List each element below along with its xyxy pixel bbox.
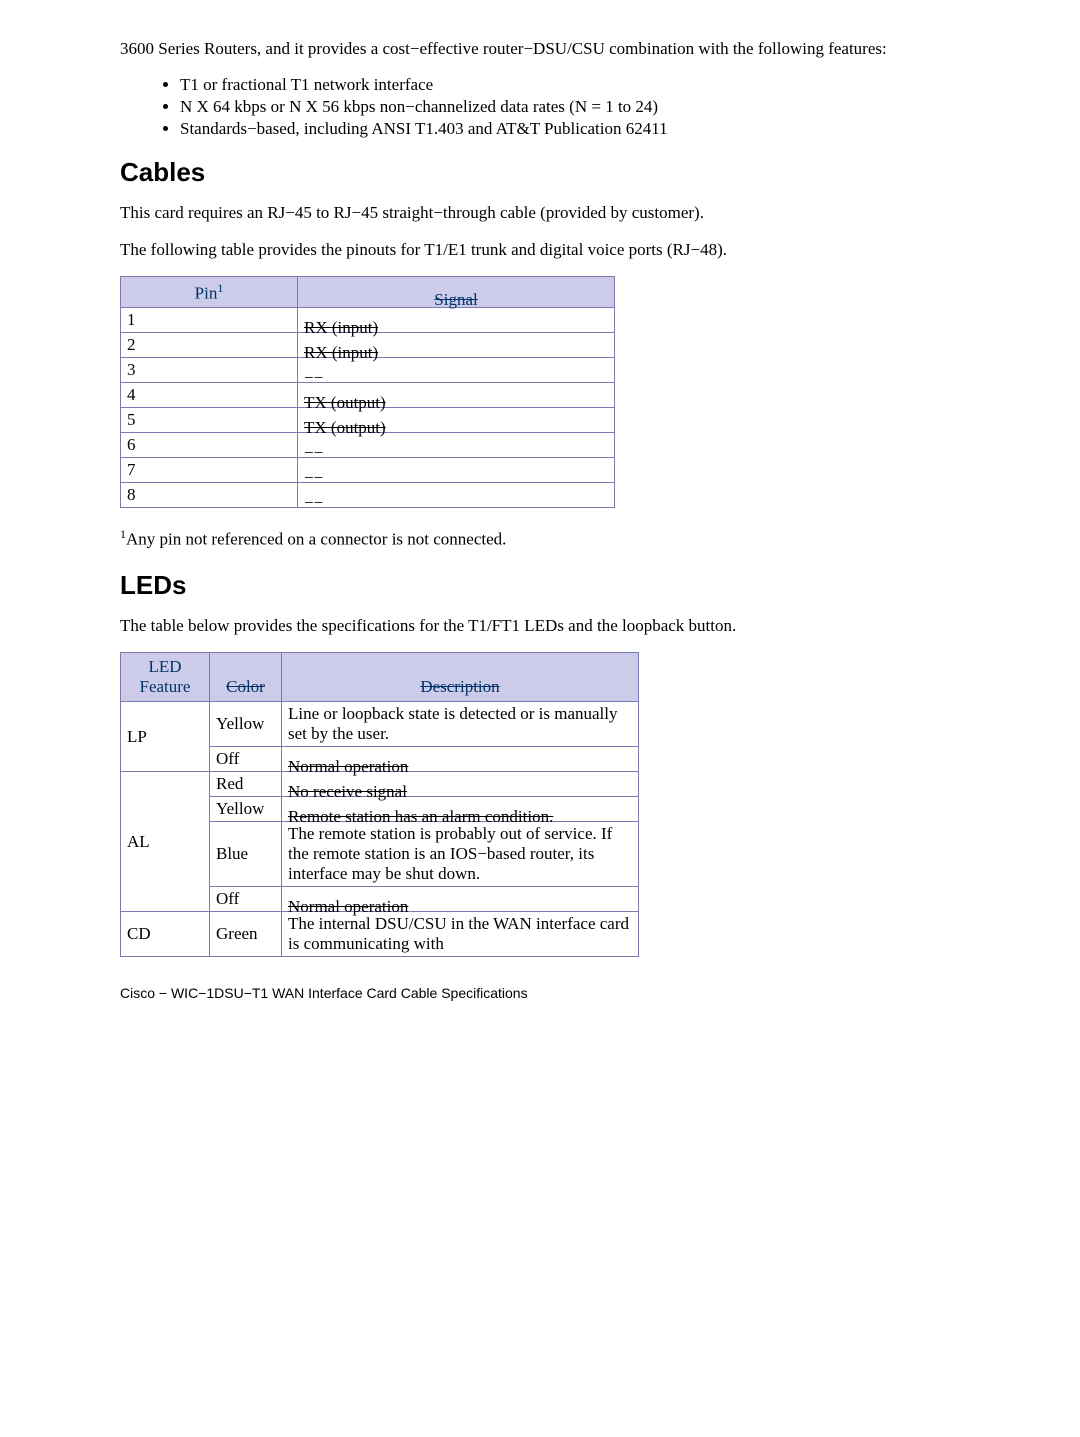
list-item: Standards−based, including ANSI T1.403 a… — [180, 119, 960, 139]
led-feature-cell: AL — [121, 772, 210, 912]
list-item: T1 or fractional T1 network interface — [180, 75, 960, 95]
table-row: 8−− — [121, 483, 615, 508]
cables-p2: The following table provides the pinouts… — [120, 239, 960, 262]
pin-cell: 1 — [121, 308, 298, 333]
feature-list: T1 or fractional T1 network interface N … — [120, 75, 960, 139]
led-feature-cell: CD — [121, 912, 210, 957]
led-desc-cell: The remote station is probably out of se… — [282, 822, 639, 887]
led-feature-header-a: LED — [148, 657, 181, 676]
pin-header-label: Pin — [195, 283, 218, 302]
led-feature-cell: LP — [121, 702, 210, 772]
intro-paragraph: 3600 Series Routers, and it provides a c… — [120, 38, 960, 61]
signal-cell: RX (input) — [298, 308, 615, 333]
led-desc-header-label: Description — [420, 677, 499, 696]
table-header-row: Pin1 Signal — [121, 276, 615, 308]
led-table: LED Feature Color Description LPYellowLi… — [120, 652, 639, 957]
table-row: 4TX (output) — [121, 383, 615, 408]
cables-heading: Cables — [120, 157, 960, 188]
signal-header: Signal — [298, 276, 615, 308]
led-color-cell: Off — [210, 747, 282, 772]
led-color-header-label: Color — [226, 677, 265, 696]
led-desc-header: Description — [282, 653, 639, 702]
led-color-cell: Yellow — [210, 797, 282, 822]
page-footer: Cisco − WIC−1DSU−T1 WAN Interface Card C… — [120, 985, 960, 1001]
pinout-table: Pin1 Signal 1RX (input)2RX (input)3−−4TX… — [120, 276, 615, 509]
pinout-footnote: 1Any pin not referenced on a connector i… — [120, 526, 960, 552]
led-color-cell: Off — [210, 887, 282, 912]
cables-p1: This card requires an RJ−45 to RJ−45 str… — [120, 202, 960, 225]
led-feature-header: LED Feature — [121, 653, 210, 702]
table-row: 1RX (input) — [121, 308, 615, 333]
led-desc-cell: Normal operation — [282, 887, 639, 912]
led-desc-cell: The internal DSU/CSU in the WAN interfac… — [282, 912, 639, 957]
signal-cell: −− — [298, 483, 615, 508]
led-color-cell: Yellow — [210, 702, 282, 747]
led-color-cell: Red — [210, 772, 282, 797]
pin-cell: 2 — [121, 333, 298, 358]
led-color-cell: Blue — [210, 822, 282, 887]
pin-header: Pin1 — [121, 276, 298, 308]
led-color-cell: Green — [210, 912, 282, 957]
footnote-text: Any pin not referenced on a connector is… — [126, 530, 506, 549]
pin-header-sup: 1 — [217, 281, 223, 295]
led-desc-cell: Line or loopback state is detected or is… — [282, 702, 639, 747]
leds-heading: LEDs — [120, 570, 960, 601]
pin-cell: 3 — [121, 358, 298, 383]
signal-cell: −− — [298, 458, 615, 483]
signal-header-label: Signal — [434, 290, 477, 309]
pin-cell: 7 — [121, 458, 298, 483]
pin-cell: 4 — [121, 383, 298, 408]
table-row: 7−− — [121, 458, 615, 483]
pin-cell: 6 — [121, 433, 298, 458]
pin-cell: 5 — [121, 408, 298, 433]
table-row: CDGreenThe internal DSU/CSU in the WAN i… — [121, 912, 639, 957]
signal-cell: TX (output) — [298, 383, 615, 408]
led-feature-header-b: Feature — [140, 677, 191, 696]
table-header-row: LED Feature Color Description — [121, 653, 639, 702]
led-color-header: Color — [210, 653, 282, 702]
list-item: N X 64 kbps or N X 56 kbps non−channeliz… — [180, 97, 960, 117]
leds-p1: The table below provides the specificati… — [120, 615, 960, 638]
led-desc-cell: Normal operation — [282, 747, 639, 772]
table-row: LPYellowLine or loopback state is detect… — [121, 702, 639, 747]
pin-cell: 8 — [121, 483, 298, 508]
